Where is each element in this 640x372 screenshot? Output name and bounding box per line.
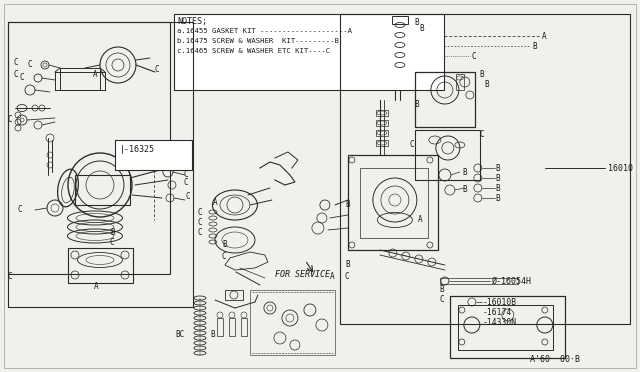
Bar — [174, 14, 444, 90]
Text: A: A — [418, 215, 422, 224]
Text: B: B — [440, 285, 445, 294]
Text: C: C — [14, 70, 19, 79]
Bar — [415, 72, 475, 127]
Text: C: C — [184, 170, 189, 179]
Text: C: C — [198, 228, 203, 237]
Text: C: C — [480, 130, 484, 139]
Bar — [376, 130, 388, 136]
Bar — [394, 33, 406, 37]
Text: C: C — [28, 60, 33, 69]
Bar — [68, 248, 133, 283]
Bar — [376, 140, 388, 146]
Text: FOR SERVICE: FOR SERVICE — [275, 270, 330, 279]
Text: -14330N: -14330N — [483, 318, 517, 327]
Text: B: B — [210, 330, 214, 339]
Text: A: A — [93, 70, 97, 79]
Text: B: B — [222, 240, 227, 249]
Bar — [376, 120, 388, 126]
Text: BC: BC — [175, 330, 184, 339]
Text: A: A — [542, 32, 547, 41]
Text: B: B — [496, 164, 500, 173]
Text: B: B — [110, 228, 115, 237]
Text: C: C — [186, 192, 191, 201]
Bar — [422, 74, 430, 90]
Bar — [229, 318, 235, 336]
Text: NOTES;: NOTES; — [177, 17, 207, 26]
Text: B: B — [496, 184, 500, 193]
Text: C: C — [20, 73, 24, 82]
Text: B: B — [463, 168, 467, 177]
Text: b.16475 SCREW & WASHER  KIT---------B: b.16475 SCREW & WASHER KIT---------B — [177, 38, 339, 44]
Bar — [348, 155, 438, 250]
Text: c.16465 SCREW & WASHER ETC KIT----C: c.16465 SCREW & WASHER ETC KIT----C — [177, 48, 330, 54]
Text: B: B — [345, 200, 349, 209]
Bar — [415, 130, 480, 180]
Bar — [225, 290, 243, 300]
Text: B: B — [415, 18, 419, 27]
Text: C: C — [8, 115, 13, 124]
Text: C: C — [8, 272, 13, 281]
Text: -16010B: -16010B — [483, 298, 517, 307]
Bar — [250, 290, 335, 355]
Text: C: C — [472, 52, 476, 61]
Text: C: C — [440, 295, 445, 304]
Bar — [394, 63, 406, 67]
Text: C: C — [222, 252, 227, 261]
Bar — [8, 22, 170, 274]
Text: 16010: 16010 — [608, 164, 633, 173]
Bar — [8, 22, 193, 307]
Bar — [75, 175, 130, 205]
Text: C: C — [155, 65, 159, 74]
Text: C: C — [198, 218, 203, 227]
Text: Ø-16054H: Ø-16054H — [492, 277, 532, 286]
Text: A'60  00·B: A'60 00·B — [530, 355, 580, 364]
Text: B: B — [480, 70, 484, 79]
Bar — [115, 140, 192, 170]
Bar — [340, 14, 630, 324]
Bar — [217, 318, 223, 336]
Bar — [450, 296, 565, 358]
Bar — [456, 74, 464, 90]
Bar — [394, 53, 406, 57]
Text: C: C — [18, 205, 22, 214]
Text: B: B — [415, 100, 419, 109]
Bar — [60, 68, 100, 90]
Text: B: B — [533, 42, 538, 51]
Bar — [458, 305, 553, 350]
Text: B: B — [420, 24, 424, 33]
Text: C: C — [345, 272, 349, 281]
Text: B: B — [463, 185, 467, 194]
Text: A: A — [93, 282, 99, 291]
Bar — [440, 278, 518, 284]
Text: B: B — [496, 194, 500, 203]
Bar — [376, 110, 388, 116]
Bar — [392, 16, 408, 24]
Text: C: C — [14, 58, 19, 67]
Text: A: A — [330, 272, 335, 281]
Bar — [394, 23, 406, 27]
Bar — [394, 43, 406, 47]
Text: B: B — [345, 260, 349, 269]
Text: C: C — [410, 140, 415, 149]
Text: |-16325: |-16325 — [120, 145, 155, 154]
Text: a.16455 GASKET KIT --------------------A: a.16455 GASKET KIT --------------------A — [177, 28, 352, 34]
Text: B: B — [485, 80, 490, 89]
Text: A: A — [213, 198, 218, 207]
Text: C: C — [110, 238, 115, 247]
Text: C: C — [184, 178, 189, 187]
Text: C: C — [198, 208, 203, 217]
Text: B: B — [496, 174, 500, 183]
Bar — [241, 318, 247, 336]
Text: -16174: -16174 — [483, 308, 512, 317]
Bar — [360, 168, 428, 238]
